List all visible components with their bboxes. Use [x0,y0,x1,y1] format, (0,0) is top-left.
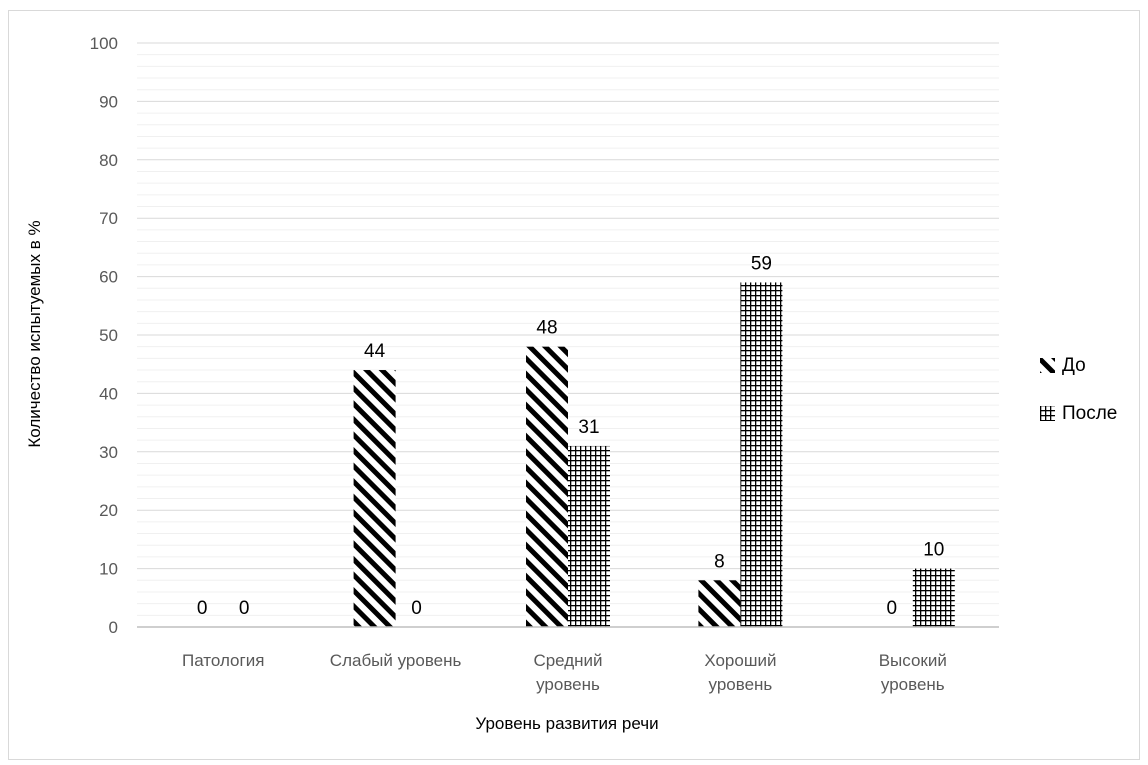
data-label: 44 [364,341,386,362]
legend-swatch [1040,406,1055,421]
bar [526,346,568,627]
chart-frame [8,10,1140,760]
x-tick-label: Патология [182,651,264,670]
legend-swatch [1040,358,1055,373]
y-tick-label: 40 [99,384,118,403]
data-label: 8 [714,551,725,572]
y-tick-label: 60 [99,268,118,287]
legend-label: После [1062,403,1117,424]
x-tick-label: уровень [536,675,600,694]
y-tick-label: 30 [99,443,118,462]
data-label: 0 [197,598,208,619]
bar [568,445,610,627]
data-label: 48 [536,318,557,339]
y-tick-label: 20 [99,501,118,520]
legend: До После [1040,355,1117,424]
y-tick-label: 10 [99,560,118,579]
x-tick-label: Средний [533,651,602,670]
y-tick-label: 80 [99,151,118,170]
y-tick-label: 70 [99,209,118,228]
y-tick-label: 0 [109,618,118,637]
x-tick-label: Высокий [879,651,947,670]
x-tick-label: уровень [709,675,773,694]
y-tick-label: 90 [99,92,118,111]
bars [353,282,955,627]
x-tick-label: уровень [881,675,945,694]
x-axis-title: Уровень развития речи [475,714,658,733]
bar [353,370,396,627]
data-label: 31 [578,417,599,438]
data-label: 0 [887,598,898,619]
bar [740,282,783,627]
bar [912,568,955,627]
y-tick-label: 100 [90,34,118,53]
data-label: 59 [751,253,772,274]
y-axis-title: Количество испытуемых в % [25,220,44,447]
legend-label: До [1062,355,1086,376]
data-label: 0 [411,598,422,619]
data-labels: 0 0 44 0 48 31 8 59 0 10 [197,253,944,619]
x-tick-label: Хороший [704,651,776,670]
bar [698,580,741,627]
x-tick-label: Слабый уровень [330,651,462,670]
data-label: 10 [923,540,944,561]
y-tick-label: 50 [99,326,118,345]
data-label: 0 [239,598,250,619]
